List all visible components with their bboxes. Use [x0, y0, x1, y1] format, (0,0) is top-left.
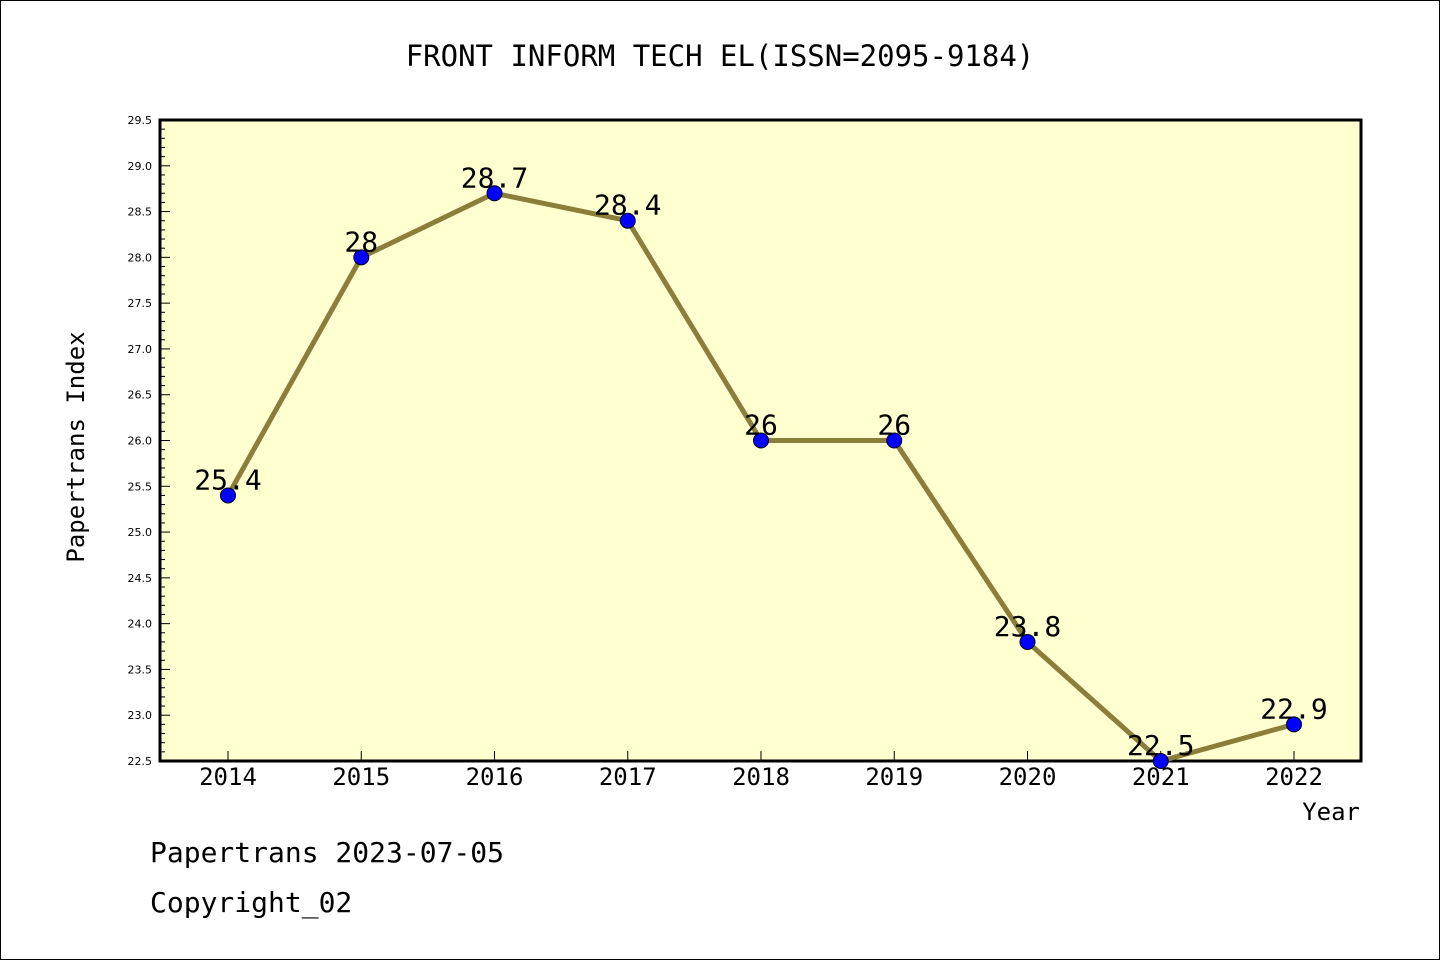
data-label: 28.4: [594, 189, 661, 222]
data-label: 23.8: [994, 610, 1061, 643]
footer-date: Papertrans 2023-07-05: [150, 836, 505, 869]
y-tick-label: 26.5: [128, 389, 153, 402]
y-axis: 22.5 23.0 23.5 24.0 24.5 25.0 25.5 26.0 26.5 27.0…: [128, 114, 170, 768]
data-label: 22.5: [1127, 729, 1194, 762]
data-point: [753, 432, 769, 449]
y-tick-label: 26.0: [128, 435, 153, 448]
data-labels-group: 25.4 28 28.7 28.4 26 26 23.8 22.5 22.9: [194, 161, 1327, 762]
y-tick-label: 29.5: [128, 114, 153, 127]
x-axis: 2014 2015 2016 2017 2018 2019 2020 2021 2022: [199, 751, 1323, 791]
data-label: 25.4: [194, 463, 261, 496]
markers-group: [220, 185, 1302, 769]
data-point: [353, 249, 370, 266]
x-axis-title: Year: [1302, 798, 1360, 826]
y-axis-title: Papertrans Index: [62, 331, 90, 562]
y-tick-label: 22.5: [128, 755, 153, 768]
data-point: [486, 185, 503, 202]
data-label: 26: [744, 409, 778, 442]
x-tick-label: 2020: [999, 763, 1057, 791]
x-tick-label: 2015: [332, 763, 390, 791]
x-tick-label: 2022: [1265, 763, 1323, 791]
x-tick-label: 2017: [599, 763, 657, 791]
data-label: 28: [344, 225, 378, 258]
data-label: 28.7: [461, 161, 528, 194]
y-tick-label: 24.0: [128, 618, 153, 631]
data-point: [886, 432, 903, 449]
footer-copyright: Copyright_02: [150, 886, 353, 919]
data-label: 26: [877, 409, 911, 442]
y-tick-label: 28.5: [128, 206, 153, 219]
y-tick-label: 27.0: [128, 343, 153, 356]
data-point: [619, 212, 636, 229]
data-label: 22.9: [1260, 692, 1327, 725]
y-tick-label: 23.5: [128, 663, 153, 676]
x-tick-label: 2014: [199, 763, 257, 791]
y-tick-label: 23.0: [128, 709, 153, 722]
chart-title: FRONT INFORM TECH EL(ISSN=2095-9184): [406, 39, 1035, 73]
x-tick-label: 2019: [865, 763, 923, 791]
data-point: [1152, 753, 1169, 769]
data-point: [1019, 633, 1036, 650]
y-tick-label: 28.0: [128, 251, 153, 264]
x-tick-label: 2018: [732, 763, 790, 791]
data-point: [1286, 716, 1302, 733]
data-point: [220, 487, 236, 504]
y-tick-label: 27.5: [128, 297, 153, 310]
y-tick-label: 25.5: [128, 480, 153, 493]
y-tick-label: 24.5: [128, 572, 153, 585]
y-tick-label: 29.0: [128, 160, 153, 173]
y-tick-label: 25.0: [128, 526, 153, 539]
x-tick-label: 2016: [466, 763, 524, 791]
